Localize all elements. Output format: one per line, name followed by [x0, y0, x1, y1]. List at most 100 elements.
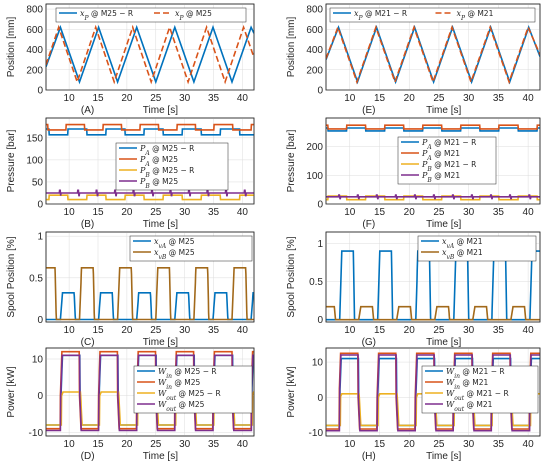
- x-tick-label: 40: [523, 325, 535, 336]
- legend: xP @ M25 − R xP @ M25: [55, 7, 247, 23]
- y-axis-label: Pressure [bar]: [6, 129, 17, 192]
- x-tick-label: 25: [433, 325, 445, 336]
- legend-entry: xvA @ M25: [154, 237, 195, 250]
- y-axis-label: Position [mm]: [286, 16, 297, 77]
- chart-panel-f: 10 15 20 25 30 35 40 0 100 200 (F) Time [s] Pressure…: [286, 117, 541, 230]
- legend-entry: Wout @ M21 − R: [446, 389, 509, 402]
- x-tick-label: 20: [404, 93, 416, 104]
- x-tick-label: 10: [64, 325, 76, 336]
- legend-box: [417, 235, 537, 262]
- x-axis-label: Time [s]: [426, 219, 461, 230]
- series-line-0: [46, 24, 254, 85]
- series-line-3: [326, 354, 540, 432]
- y-tick-label: 50: [32, 177, 44, 188]
- x-tick-label: 30: [463, 439, 475, 450]
- x-tick-label: 35: [493, 93, 505, 104]
- x-axis-label: Time [s]: [426, 105, 461, 116]
- panel-label: (E): [362, 105, 375, 116]
- chart-panel-b: 10 15 20 25 30 35 40 0 50 100 150 (B) Time [s] Pressu…: [6, 117, 255, 230]
- series-line-1: [46, 123, 254, 131]
- x-tick-label: 20: [121, 93, 133, 104]
- legend-entry: xP @ M25 − R: [80, 9, 133, 22]
- legend-box: [55, 7, 247, 23]
- axes-frame: [325, 3, 541, 91]
- y-tick-label: 100: [306, 171, 323, 182]
- x-tick-label: 25: [150, 207, 162, 218]
- legend-box: [329, 7, 536, 23]
- legend-box: [421, 365, 539, 414]
- x-tick-label: 30: [463, 93, 475, 104]
- x-tick-label: 20: [404, 325, 416, 336]
- x-tick-label: 25: [433, 439, 445, 450]
- series-line-1: [46, 267, 254, 321]
- y-tick-label: 200: [306, 142, 323, 153]
- y-axis-label: Power [kW]: [6, 366, 17, 417]
- x-tick-label: 25: [150, 325, 162, 336]
- series-line-2: [326, 195, 540, 201]
- axes-frame: [45, 117, 255, 205]
- x-axis-label: Time [s]: [143, 337, 178, 348]
- x-tick-label: 15: [374, 325, 386, 336]
- series-line-0: [326, 127, 540, 132]
- x-tick-label: 10: [64, 93, 76, 104]
- x-tick-label: 20: [121, 207, 133, 218]
- x-tick-label: 25: [150, 439, 162, 450]
- axes-frame: [45, 347, 255, 437]
- axes-frame: [325, 347, 541, 437]
- y-tick-label: 0: [317, 200, 323, 211]
- panel-label: (D): [81, 451, 95, 462]
- legend-entry: Wout @ M25 − R: [158, 389, 221, 402]
- x-tick-label: 40: [237, 93, 249, 104]
- x-axis-label: Time [s]: [426, 337, 461, 348]
- x-tick-label: 15: [374, 207, 386, 218]
- legend: xP @ M21 − R xP @ M21: [329, 7, 536, 23]
- axes-frame: [325, 117, 541, 205]
- legend-entry: Win @ M25 − R: [158, 367, 217, 380]
- y-tick-label: 1: [317, 239, 323, 250]
- y-tick-label: -10: [29, 428, 44, 439]
- legend-entry: Wout @ M21: [446, 400, 493, 413]
- x-tick-label: 40: [237, 439, 249, 450]
- x-tick-label: 10: [344, 325, 356, 336]
- y-tick-label: 400: [306, 45, 323, 56]
- x-tick-label: 15: [92, 207, 104, 218]
- axes-frame: [325, 231, 541, 323]
- x-tick-label: 10: [344, 207, 356, 218]
- y-tick-label: 0: [37, 391, 43, 402]
- x-axis-label: Time [s]: [143, 219, 178, 230]
- x-tick-label: 30: [463, 207, 475, 218]
- y-tick-label: 0: [37, 315, 43, 326]
- axes-frame: [45, 3, 255, 91]
- series-line-1: [326, 124, 540, 130]
- legend-entry: PB @ M25: [139, 177, 178, 190]
- x-tick-label: 40: [237, 207, 249, 218]
- x-tick-label: 20: [404, 439, 416, 450]
- x-axis-label: Time [s]: [426, 451, 461, 462]
- x-tick-label: 15: [92, 439, 104, 450]
- legend-entry: Win @ M25: [158, 378, 201, 391]
- series-line-0: [46, 292, 254, 321]
- legend-entry: PA @ M21: [421, 149, 460, 162]
- x-tick-label: 40: [523, 93, 535, 104]
- legend-entry: Wout @ M25: [158, 400, 205, 413]
- y-tick-label: 200: [306, 65, 323, 76]
- legend-box: [133, 365, 253, 414]
- series-line-1: [326, 352, 540, 430]
- y-tick-label: 100: [26, 155, 43, 166]
- y-tick-label: 600: [306, 25, 323, 36]
- x-tick-label: 10: [64, 439, 76, 450]
- x-axis-label: Time [s]: [143, 451, 178, 462]
- panel-label: (B): [81, 219, 94, 230]
- legend-entry: xP @ M25: [175, 9, 212, 22]
- legend-entry: xP @ M21: [457, 9, 494, 22]
- series-line-1: [326, 24, 540, 85]
- x-tick-label: 35: [208, 439, 220, 450]
- series-line-3: [326, 194, 540, 200]
- x-tick-label: 25: [433, 207, 445, 218]
- x-tick-label: 10: [64, 207, 76, 218]
- chart-panel-h: 10 15 20 25 30 35 40 -10 0 10 (H) Time [s] Power [kW…: [286, 347, 541, 462]
